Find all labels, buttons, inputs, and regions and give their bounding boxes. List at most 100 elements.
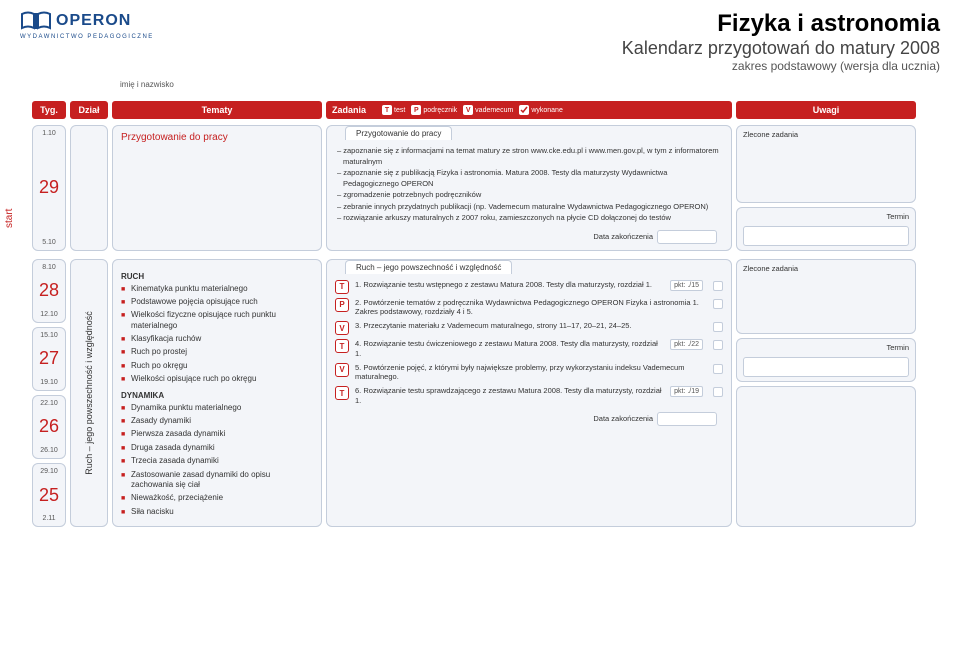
zlecone-label: Zlecone zadania	[743, 264, 909, 273]
header: OPERON WYDAWNICTWO PEDAGOGICZNE imię i n…	[20, 10, 940, 89]
data-zakonczenia: Data zakończenia	[335, 230, 723, 244]
pkt-box: pkt: ./19	[670, 386, 703, 397]
zadania-text: 6. Rozwiązanie testu sprawdzającego z ze…	[355, 386, 664, 406]
logo-subtitle: WYDAWNICTWO PEDAGOGICZNE	[20, 34, 174, 40]
zlecone-box: Zlecone zadania	[736, 259, 916, 335]
tematy-title-prep: Przygotowanie do pracy	[121, 132, 313, 143]
legend-badge-v: V	[463, 105, 473, 115]
tematy-item: Wielkości fizyczne opisujące ruch punktu…	[121, 310, 313, 331]
zadania-ruch: Ruch – jego powszechność i względność T1…	[326, 259, 732, 528]
page-title: Fizyka i astronomia	[622, 10, 940, 38]
termin-input[interactable]	[743, 226, 909, 246]
week-box-29: 1.10 29 5.10	[32, 125, 66, 251]
legend-badge-p: P	[411, 105, 421, 115]
zadania-tab-prep: Przygotowanie do pracy	[345, 126, 452, 140]
legend-vademecum: vademecum	[475, 107, 513, 114]
week-box-25: 29.10 25 2.11	[32, 463, 66, 527]
done-checkbox[interactable]	[713, 281, 723, 291]
zadania-item: V 3. Przeczytanie materiału z Vademecum m…	[335, 321, 723, 335]
logo-text: OPERON	[56, 12, 131, 30]
prep-line: zapoznanie się z informacjami na temat m…	[335, 146, 723, 167]
zadania-item: T 4. Rozwiązanie testu ćwiczeniowego z ze…	[335, 339, 723, 359]
tematy-item: Kinematyka punktu materialnego	[121, 284, 313, 294]
legend-check-icon	[519, 105, 529, 115]
legend-podrecznik: podręcznik	[423, 107, 457, 114]
zadania-item: T 6. Rozwiązanie testu sprawdzającego z z…	[335, 386, 723, 406]
done-checkbox[interactable]	[713, 340, 723, 350]
zadania-item: V 5. Powtórzenie pojęć, z którymi były na…	[335, 363, 723, 383]
week-date-top: 1.10	[35, 130, 63, 137]
dzial-empty	[70, 125, 108, 251]
data-zak-input[interactable]	[657, 412, 717, 426]
zadania-text: 5. Powtórzenie pojęć, z którymi były naj…	[355, 363, 707, 383]
zadania-badge-p: P	[335, 298, 349, 312]
week-date-bot: 5.10	[35, 239, 63, 246]
data-zak-input[interactable]	[657, 230, 717, 244]
page-subtitle-2: zakres podstawowy (wersja dla ucznia)	[622, 59, 940, 73]
logo-area: OPERON WYDAWNICTWO PEDAGOGICZNE imię i n…	[20, 10, 174, 89]
zadania-text: 4. Rozwiązanie testu ćwiczeniowego z zes…	[355, 339, 664, 359]
tematy-prep: Przygotowanie do pracy	[112, 125, 322, 251]
section-ruch: RUCH	[121, 272, 313, 281]
start-label: start	[4, 209, 15, 228]
tematy-item: Wielkości opisujące ruch po okręgu	[121, 374, 313, 384]
zadania-badge-v: V	[335, 363, 349, 377]
col-zadania: Zadania Ttest Ppodręcznik Vvademecum wyk…	[326, 101, 732, 119]
termin-label: Termin	[886, 212, 909, 221]
tematy-item: Siła nacisku	[121, 507, 313, 517]
prep-line: zgromadzenie potrzebnych podręczników	[335, 190, 723, 201]
done-checkbox[interactable]	[713, 322, 723, 332]
tematy-item: Ruch po okręgu	[121, 361, 313, 371]
zadania-text: 1. Rozwiązanie testu wstępnego z zestawu…	[355, 280, 664, 290]
week-box-27: 15.10 27 19.10	[32, 327, 66, 391]
zadania-item: P 2. Powtórzenie tematów z podręcznika Wy…	[335, 298, 723, 318]
termin-label: Termin	[886, 343, 909, 352]
col-tyg: Tyg.	[32, 101, 66, 119]
col-dzial: Dział	[70, 101, 108, 119]
pkt-box: pkt: ./15	[670, 280, 703, 291]
zadania-badge-v: V	[335, 321, 349, 335]
tematy-ruch: RUCH Kinematyka punktu materialnego Pods…	[112, 259, 322, 528]
uwagi-spacer	[736, 386, 916, 527]
week-num: 29	[35, 177, 63, 198]
pkt-box: pkt: ./22	[670, 339, 703, 350]
termin-box: Termin	[736, 338, 916, 382]
tematy-item: Podstawowe pojęcia opisujące ruch	[121, 297, 313, 307]
zlecone-label: Zlecone zadania	[743, 130, 909, 139]
tematy-item: Ruch po prostej	[121, 347, 313, 357]
column-header-row: Tyg. Dział Tematy Zadania Ttest Ppodręcz…	[32, 101, 940, 119]
name-field-label: imię i nazwisko	[120, 80, 174, 89]
week-box-28: 8.10 28 12.10	[32, 259, 66, 323]
zadania-badge-t: T	[335, 339, 349, 353]
done-checkbox[interactable]	[713, 364, 723, 374]
tematy-item: Dynamika punktu materialnego	[121, 403, 313, 413]
col-tematy: Tematy	[112, 101, 322, 119]
tematy-item: Trzecia zasada dynamiki	[121, 456, 313, 466]
done-checkbox[interactable]	[713, 387, 723, 397]
book-icon	[20, 10, 52, 32]
done-checkbox[interactable]	[713, 299, 723, 309]
dzial-ruch-text: Ruch – jego powszechność i względność	[84, 311, 94, 475]
row-prep: 1.10 29 5.10 Przygotowanie do pracy Przy…	[32, 125, 940, 251]
col-zadania-label: Zadania	[332, 105, 366, 115]
col-uwagi: Uwagi	[736, 101, 916, 119]
tematy-item: Nieważkość, przeciążenie	[121, 493, 313, 503]
data-zakonczenia: Data zakończenia	[335, 412, 723, 426]
zadania-badge-t: T	[335, 280, 349, 294]
termin-input[interactable]	[743, 357, 909, 377]
prep-line: zapoznanie się z publikacją Fizyka i ast…	[335, 168, 723, 189]
zadania-item: T 1. Rozwiązanie testu wstępnego z zestaw…	[335, 280, 723, 294]
section-dynamika: DYNAMIKA	[121, 391, 313, 400]
zadania-text: 3. Przeczytanie materiału z Vademecum ma…	[355, 321, 707, 331]
tematy-item: Zasady dynamiki	[121, 416, 313, 426]
zadania-text: 2. Powtórzenie tematów z podręcznika Wyd…	[355, 298, 707, 318]
tematy-item: Druga zasada dynamiki	[121, 443, 313, 453]
zadania-prep: Przygotowanie do pracy zapoznanie się z …	[326, 125, 732, 251]
prep-line: rozwiązanie arkuszy maturalnych z 2007 r…	[335, 213, 723, 224]
termin-box: Termin	[736, 207, 916, 251]
legend-wykonane: wykonane	[531, 107, 563, 114]
legend-test: test	[394, 107, 405, 114]
tematy-item: Pierwsza zasada dynamiki	[121, 429, 313, 439]
legend-badge-t: T	[382, 105, 392, 115]
zadania-badge-t: T	[335, 386, 349, 400]
